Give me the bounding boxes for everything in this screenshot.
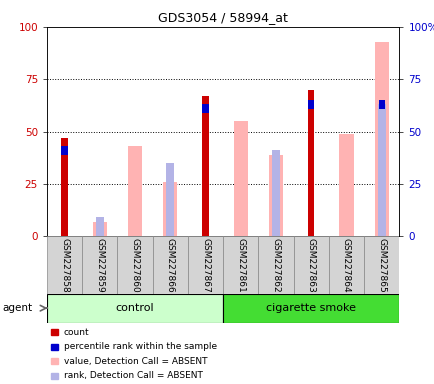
Bar	[307, 99, 314, 109]
Text: cigarette smoke: cigarette smoke	[266, 303, 355, 313]
Bar	[187, 236, 223, 294]
Bar	[293, 236, 328, 294]
Bar	[128, 146, 142, 236]
Text: GSM227862: GSM227862	[271, 238, 280, 293]
Bar	[223, 236, 258, 294]
Bar	[61, 146, 68, 155]
Bar	[339, 134, 353, 236]
Bar	[223, 294, 398, 323]
Bar	[47, 294, 223, 323]
Text: rank, Detection Call = ABSENT: rank, Detection Call = ABSENT	[63, 371, 202, 381]
Bar	[374, 41, 388, 236]
Bar	[268, 154, 283, 236]
Bar	[47, 236, 82, 294]
Text: GSM227858: GSM227858	[60, 238, 69, 293]
Bar	[92, 222, 107, 236]
Title: GDS3054 / 58994_at: GDS3054 / 58994_at	[158, 11, 287, 24]
Bar	[96, 217, 103, 236]
Bar	[378, 99, 384, 109]
Text: GSM227867: GSM227867	[201, 238, 210, 293]
Bar	[258, 236, 293, 294]
Bar	[163, 182, 177, 236]
Bar	[233, 121, 247, 236]
Bar	[272, 151, 279, 236]
Bar	[328, 236, 363, 294]
Text: GSM227860: GSM227860	[130, 238, 139, 293]
Text: count: count	[63, 328, 89, 337]
Bar	[202, 96, 208, 236]
Text: GSM227866: GSM227866	[165, 238, 174, 293]
Bar	[152, 236, 187, 294]
Text: GSM227863: GSM227863	[306, 238, 315, 293]
Bar	[307, 90, 314, 236]
Bar	[166, 163, 174, 236]
Text: value, Detection Call = ABSENT: value, Detection Call = ABSENT	[63, 357, 207, 366]
Bar	[82, 236, 117, 294]
Text: GSM227864: GSM227864	[341, 238, 350, 293]
Bar	[377, 104, 385, 236]
Text: GSM227859: GSM227859	[95, 238, 104, 293]
Bar	[202, 104, 208, 113]
Text: percentile rank within the sample: percentile rank within the sample	[63, 342, 216, 351]
Text: control: control	[115, 303, 154, 313]
Text: agent: agent	[2, 303, 32, 313]
Text: GSM227865: GSM227865	[376, 238, 385, 293]
Text: GSM227861: GSM227861	[236, 238, 245, 293]
Bar	[363, 236, 398, 294]
Bar	[61, 138, 68, 236]
Bar	[117, 236, 152, 294]
